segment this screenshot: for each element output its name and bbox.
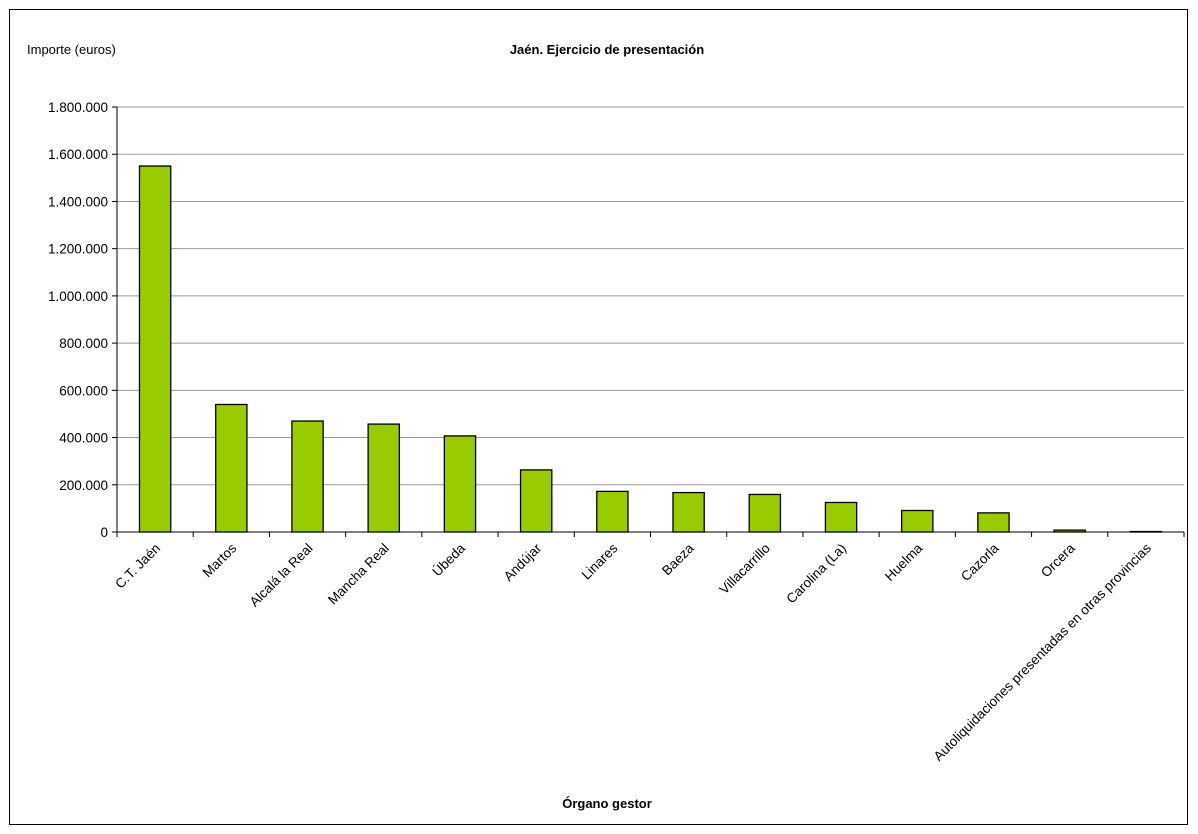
x-tick-label: Cazorla xyxy=(958,540,1002,584)
y-tick-label: 600.000 xyxy=(59,383,108,398)
x-axis-categories: C.T. Jaén Martos Alcalá la Real Mancha Real… xyxy=(112,532,1185,764)
y-tick-label: 1.800.000 xyxy=(48,100,108,115)
y-tick-label: 200.000 xyxy=(59,478,108,493)
x-tick-label: Mancha Real xyxy=(325,541,392,608)
bar xyxy=(519,469,553,533)
grid-lines xyxy=(117,106,1184,486)
x-tick-label: Huelma xyxy=(882,540,926,584)
bars xyxy=(138,165,1163,533)
bar xyxy=(443,435,477,533)
chart-frame: Importe (euros) Jaén. Ejercicio de prese… xyxy=(9,9,1188,825)
x-tick-label: Villacarrillo xyxy=(716,541,773,598)
y-axis-label: Importe (euros) xyxy=(27,42,116,57)
y-tick-label: 1.400.000 xyxy=(48,194,108,209)
chart-svg: Importe (euros) Jaén. Ejercicio de prese… xyxy=(27,42,1185,811)
bar xyxy=(291,420,324,533)
bar xyxy=(824,501,858,533)
x-tick-label: Andújar xyxy=(501,540,545,584)
x-tick-label: Carolina (La) xyxy=(783,541,849,607)
bar xyxy=(596,490,629,533)
y-tick-label: 0 xyxy=(100,525,108,540)
x-tick-label: Úbeda xyxy=(429,540,468,579)
bar xyxy=(138,165,172,533)
x-tick-label: C.T. Jaén xyxy=(112,541,163,592)
x-tick-label: Orcera xyxy=(1038,540,1078,580)
y-tick-label: 800.000 xyxy=(59,336,108,351)
y-tick-label: 1.600.000 xyxy=(48,147,108,162)
y-tick-label: 400.000 xyxy=(59,431,108,446)
bar xyxy=(748,493,782,533)
bar xyxy=(672,491,705,533)
y-tick-label: 1.200.000 xyxy=(48,242,108,257)
bar xyxy=(367,423,401,533)
x-tick-label: Alcalá la Real xyxy=(247,541,316,610)
chart-title: Jaén. Ejercicio de presentación xyxy=(510,42,704,57)
x-tick-label: Martos xyxy=(200,540,240,580)
bar xyxy=(900,509,934,533)
y-axis-ticks: 0 200.000 400.000 600.000 800.000 1.000.000 1.… xyxy=(48,100,117,540)
bar xyxy=(977,512,1010,533)
y-tick-label: 1.000.000 xyxy=(48,289,108,304)
x-tick-label: Linares xyxy=(579,540,621,582)
axes xyxy=(116,107,1184,533)
bar xyxy=(215,403,248,533)
x-axis-label: Órgano gestor xyxy=(562,796,652,811)
x-tick-label: Baeza xyxy=(659,540,697,578)
